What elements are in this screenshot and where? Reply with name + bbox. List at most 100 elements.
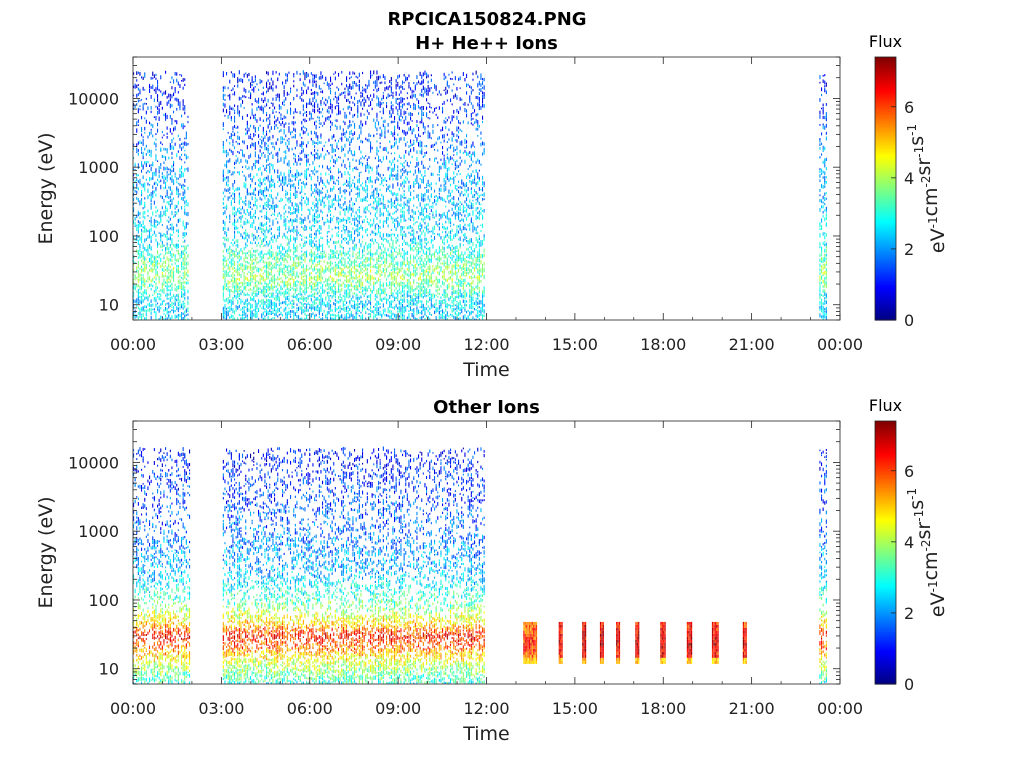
flux-cell <box>322 312 324 316</box>
flux-cell <box>368 82 370 87</box>
flux-cell <box>331 217 333 222</box>
flux-cell <box>341 145 343 150</box>
flux-cell <box>368 300 370 304</box>
flux-cell <box>141 307 143 312</box>
flux-cell <box>150 86 152 89</box>
flux-cell <box>153 89 155 92</box>
flux-cell <box>365 155 367 157</box>
flux-cell <box>379 303 381 305</box>
flux-cell <box>390 145 392 149</box>
flux-cell <box>382 282 384 287</box>
flux-cell <box>389 160 391 163</box>
flux-cell <box>185 261 187 266</box>
flux-cell <box>347 296 349 299</box>
flux-cell <box>317 188 319 191</box>
flux-cell <box>384 258 386 260</box>
flux-cell <box>144 256 146 261</box>
flux-cell <box>133 262 135 266</box>
flux-cell <box>370 293 372 297</box>
flux-cell <box>299 292 301 296</box>
flux-cell <box>272 221 274 226</box>
flux-cell <box>382 94 384 100</box>
flux-cell <box>392 306 394 309</box>
flux-cell <box>150 123 152 127</box>
flux-cell <box>258 134 260 138</box>
flux-cell <box>137 71 139 74</box>
flux-cell <box>394 313 396 318</box>
flux-cell <box>331 188 333 192</box>
flux-cell <box>266 265 268 270</box>
flux-cell <box>394 267 396 271</box>
flux-cell <box>357 137 359 140</box>
flux-cell <box>139 292 141 295</box>
flux-cell <box>299 162 301 166</box>
flux-cell <box>338 306 340 310</box>
flux-cell <box>229 309 231 313</box>
flux-cell <box>341 206 343 209</box>
flux-cell <box>157 178 159 181</box>
flux-cell <box>296 190 298 194</box>
flux-cell <box>333 159 335 163</box>
flux-cell <box>240 292 242 296</box>
flux-cell <box>248 127 250 132</box>
flux-cell <box>349 238 351 242</box>
flux-cell <box>354 167 356 169</box>
flux-cell <box>278 225 280 230</box>
flux-cell <box>222 288 224 292</box>
flux-cell <box>362 162 364 165</box>
flux-cell <box>320 190 322 192</box>
flux-cell <box>314 173 316 176</box>
flux-cell <box>365 317 367 320</box>
flux-cell <box>141 183 143 187</box>
flux-cell <box>161 285 163 289</box>
flux-cell <box>302 259 304 262</box>
flux-cell <box>253 290 255 295</box>
flux-cell <box>371 185 373 189</box>
flux-cell <box>246 252 248 255</box>
flux-cell <box>182 183 184 187</box>
flux-cell <box>330 295 332 297</box>
flux-cell <box>242 235 244 239</box>
flux-cell <box>169 193 171 196</box>
flux-cell <box>243 301 245 306</box>
flux-cell <box>280 291 282 296</box>
flux-cell <box>185 224 187 229</box>
flux-cell <box>342 257 344 260</box>
flux-cell <box>184 273 186 279</box>
flux-cell <box>350 197 352 201</box>
flux-cell <box>330 205 332 209</box>
flux-cell <box>376 280 378 284</box>
flux-cell <box>262 110 264 114</box>
flux-cell <box>368 285 370 289</box>
flux-cell <box>272 197 274 201</box>
flux-cell <box>133 294 135 298</box>
flux-cell <box>298 315 300 320</box>
flux-cell <box>397 81 399 84</box>
flux-cell <box>184 111 186 115</box>
flux-cell <box>371 223 373 227</box>
flux-cell <box>133 268 135 271</box>
flux-cell <box>371 107 373 111</box>
flux-cell <box>237 171 239 174</box>
flux-cell <box>254 209 256 215</box>
flux-cell <box>318 107 320 111</box>
flux-cell <box>224 188 226 192</box>
flux-cell <box>352 314 354 318</box>
flux-cell <box>161 240 163 245</box>
flux-cell <box>291 267 293 272</box>
flux-cell <box>296 169 298 172</box>
flux-cell <box>153 308 155 311</box>
flux-cell <box>344 314 346 316</box>
flux-cell <box>389 309 391 314</box>
flux-cell <box>270 175 272 179</box>
flux-cell <box>293 237 295 241</box>
flux-cell <box>382 107 384 112</box>
flux-cell <box>318 273 320 278</box>
flux-cell <box>171 210 173 216</box>
flux-cell <box>242 226 244 229</box>
flux-cell <box>360 311 362 314</box>
flux-cell <box>379 145 381 149</box>
flux-cell <box>365 199 367 202</box>
flux-cell <box>299 221 301 225</box>
flux-cell <box>153 281 155 283</box>
